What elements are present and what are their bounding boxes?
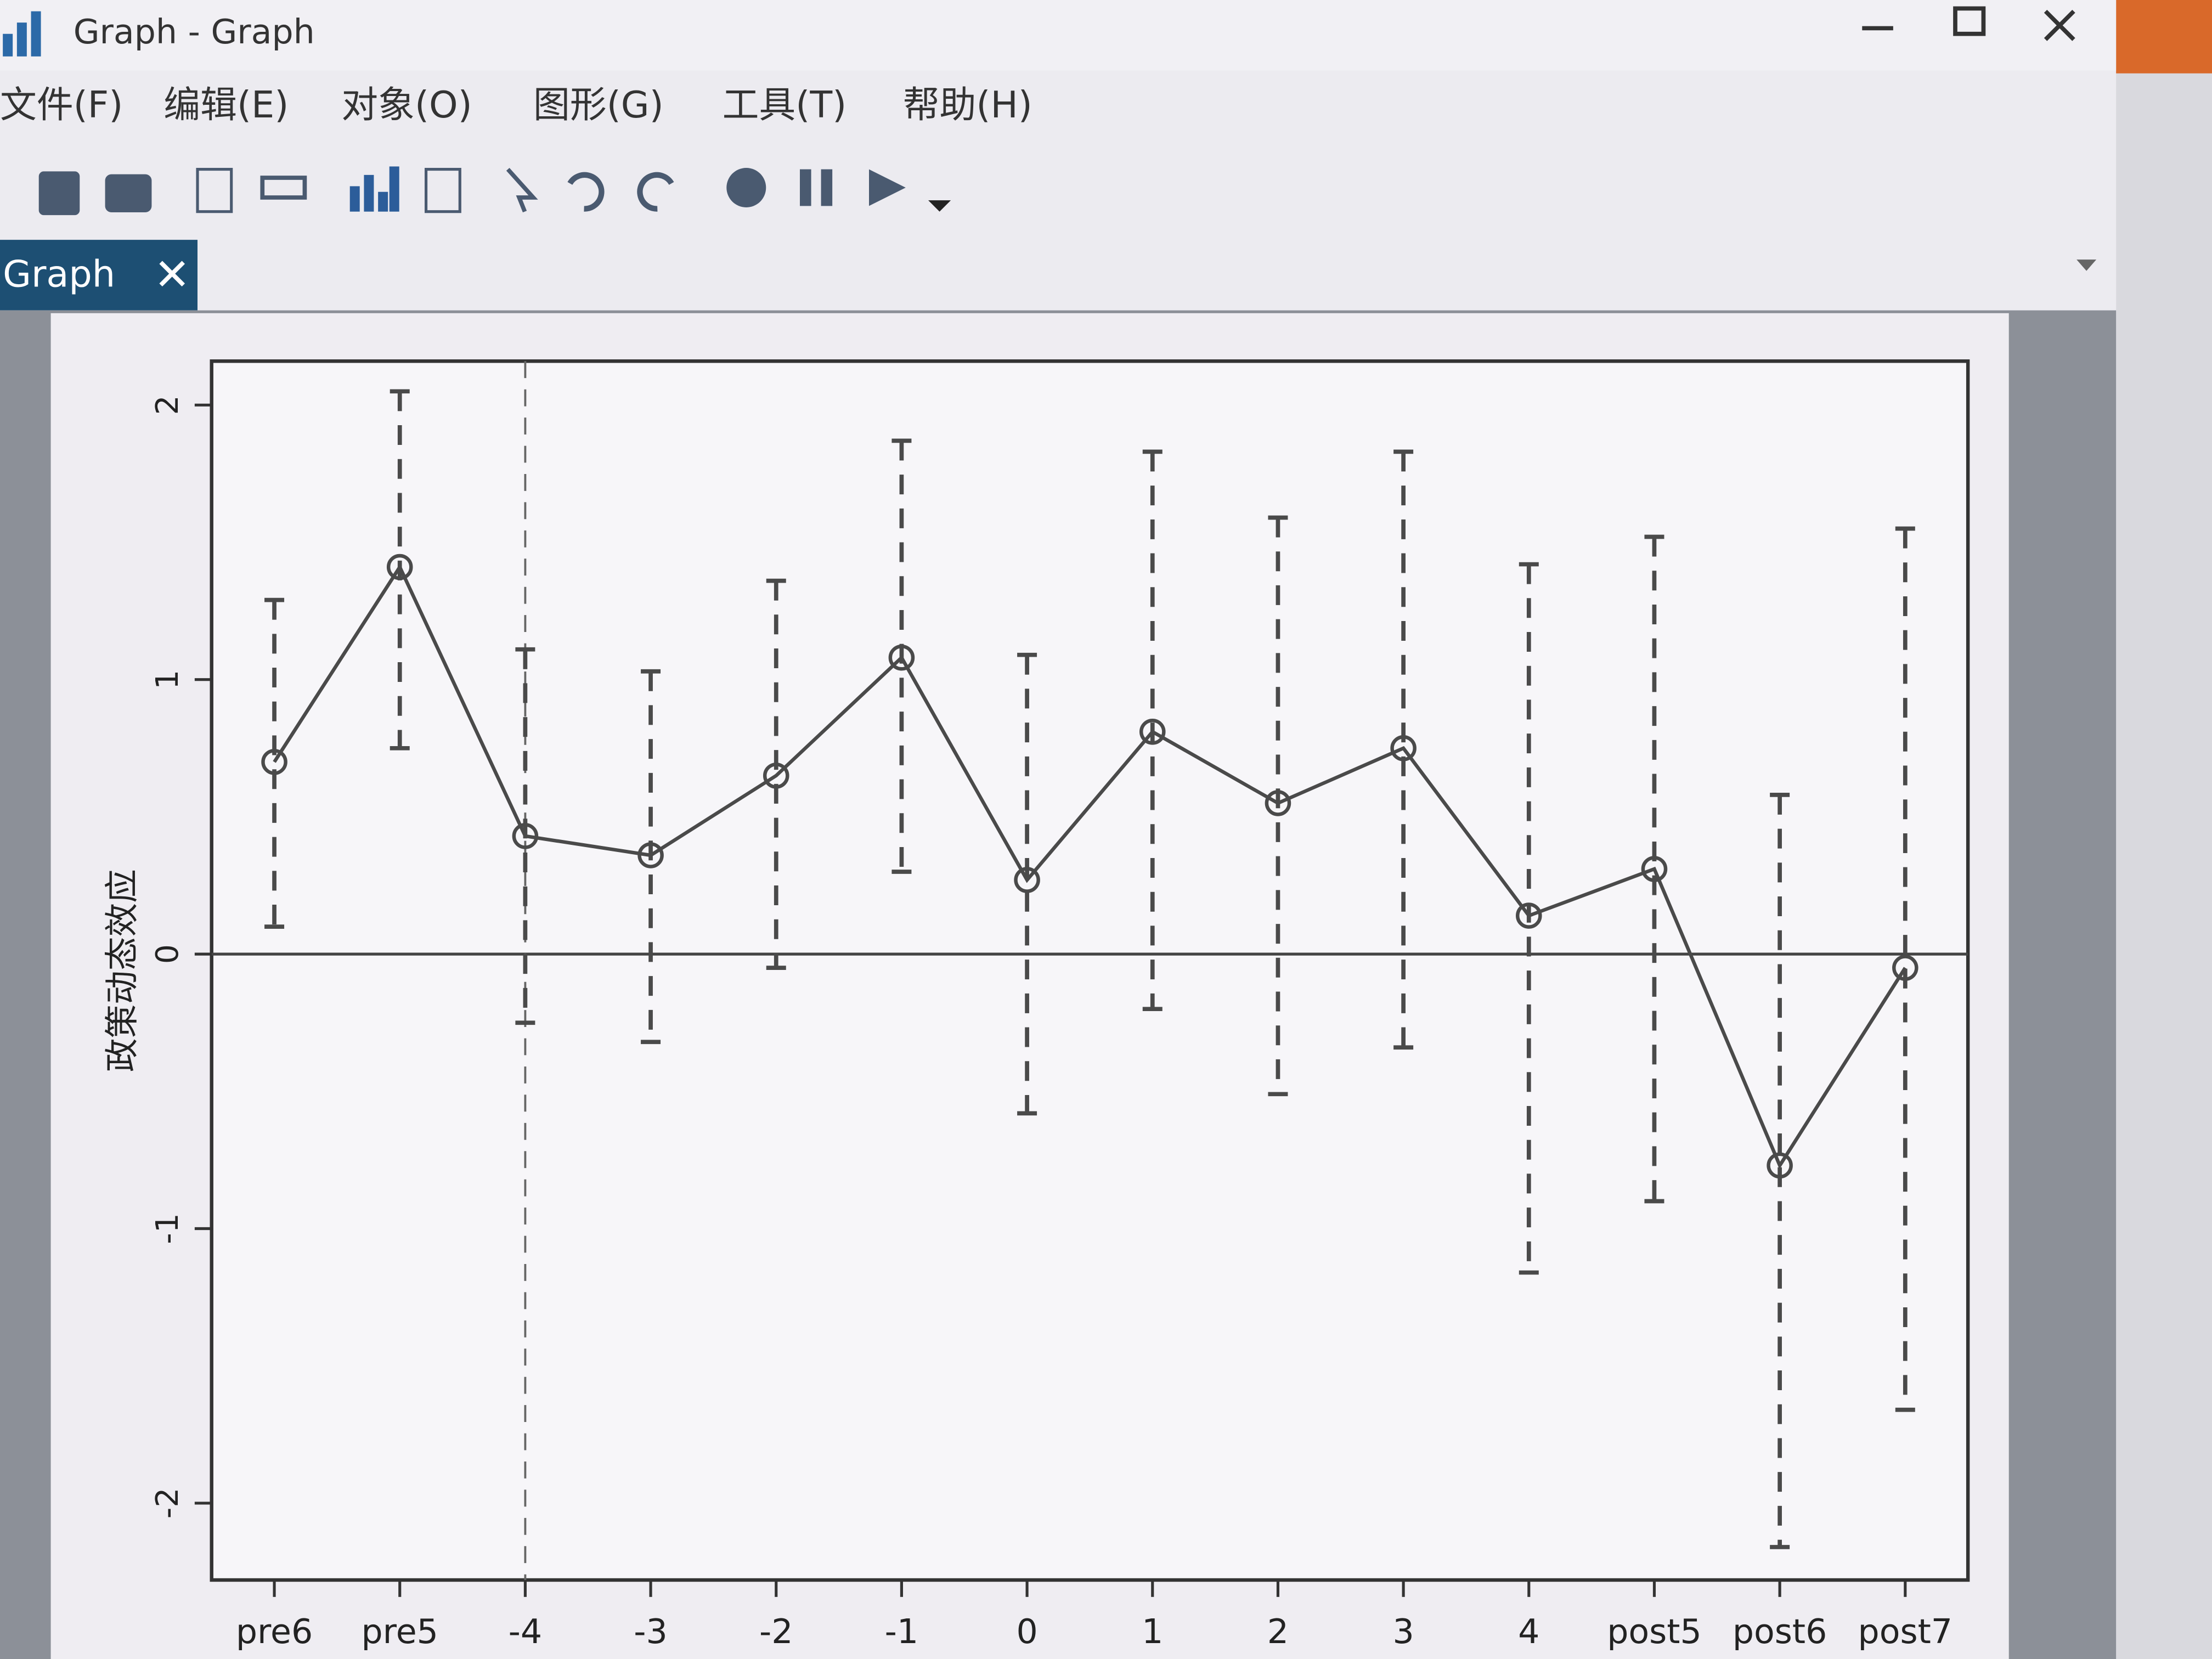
estimate-point [1265,790,1291,816]
x-tick-label: pre5 [362,1612,438,1651]
menu-item[interactable]: 工具(T) [723,83,847,126]
x-tick-label: 3 [1392,1612,1414,1651]
x-tick-label: -4 [509,1612,543,1651]
estimate-point [1014,867,1040,893]
x-tick-label: post7 [1858,1612,1953,1651]
properties-icon[interactable] [425,168,461,213]
y-tick-label: 1 [149,670,185,690]
x-tick-label: 0 [1016,1612,1037,1651]
estimate-line [273,563,1907,1170]
play-icon[interactable] [869,169,906,206]
estimate-point [888,644,915,671]
tab-label: Graph [3,253,115,296]
y-tick-label: -2 [149,1488,185,1519]
y-tick-label: 2 [149,395,185,415]
y-axis-label: 政策动态效应 [102,869,142,1072]
x-tick-label: post5 [1607,1612,1702,1651]
dropdown-icon[interactable] [928,200,951,212]
close-button[interactable] [2044,9,2075,41]
title-bar [0,0,2117,71]
x-tick-label: -1 [885,1612,919,1651]
save-icon[interactable] [38,171,80,216]
graph-editor-icon[interactable] [349,166,399,212]
menu-item[interactable]: 帮助(H) [903,83,1032,126]
y-tick-label: -1 [149,1213,185,1244]
window-title: Graph - Graph [74,12,315,52]
x-tick-label: pre6 [236,1612,313,1651]
estimate-point [261,749,287,775]
menu-item[interactable]: 图形(G) [533,83,664,126]
redo-icon[interactable] [637,172,674,212]
estimate-point [1390,735,1417,761]
copy-icon[interactable] [196,168,233,213]
toolbar [38,166,951,216]
estimate-point [386,554,413,580]
orange-strip [2102,0,2212,74]
undo-icon[interactable] [567,172,605,212]
estimate-point [512,823,539,849]
estimate-point [637,842,664,868]
pause-icon[interactable] [800,169,833,206]
x-tick-label: 2 [1267,1612,1289,1651]
x-tick-label: -2 [759,1612,793,1651]
menu-item[interactable]: 编辑(E) [163,83,289,126]
x-tick-label: post6 [1733,1612,1827,1651]
estimate-point [1641,856,1668,882]
record-icon[interactable] [726,168,766,207]
menu-item[interactable]: 文件(F) [0,83,123,126]
estimate-point [1767,1152,1793,1179]
tab[interactable] [0,240,198,311]
tab-dropdown[interactable] [2076,259,2097,271]
x-tick-label: 1 [1142,1612,1163,1651]
plot-area [210,359,1970,1582]
tab-close[interactable] [159,261,185,287]
menu-bar: 文件(F) 编辑(E) 对象(O) 图形(G) 工具(T) 帮助(H) [0,83,1032,126]
estimate-point [1892,955,1918,981]
estimate-point [1139,719,1166,745]
tab-bar [0,237,2117,311]
x-tick-label: 4 [1518,1612,1539,1651]
app-icon [3,11,41,57]
menu-item[interactable]: 对象(O) [341,83,472,126]
estimate-point [1516,902,1542,929]
y-tick-label: 0 [149,944,185,964]
plot: -2 -1 0 1 2 pre6 pre5 -4 -3 -2 -1 0 1 2 3 4 post5 post6 po… [149,361,1968,1651]
maximize-button[interactable] [1953,6,1986,36]
pointer-icon[interactable] [506,167,538,213]
print-icon[interactable] [105,174,152,213]
estimate-point [763,763,789,789]
x-tick-label: -3 [634,1612,668,1651]
rename-icon[interactable] [260,176,307,200]
